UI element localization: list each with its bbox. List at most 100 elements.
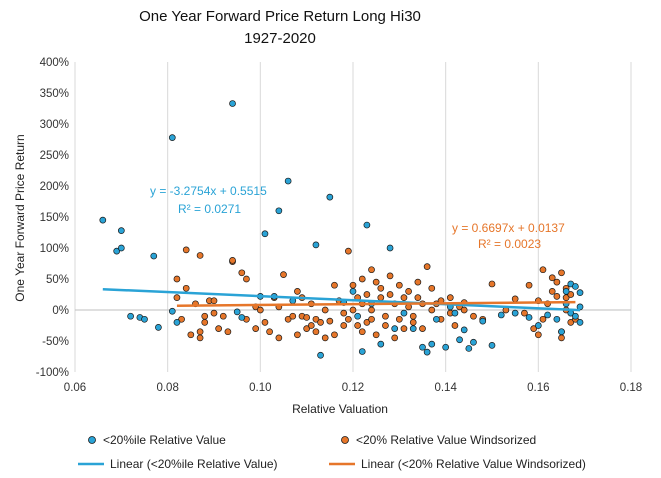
orange-point (363, 319, 371, 326)
orange-point (382, 322, 389, 329)
x-tick-label: 0.12 (342, 382, 364, 394)
orange-point (284, 315, 292, 323)
orange-point (280, 271, 287, 279)
orange-point (419, 325, 426, 332)
y-tick-label: 250% (40, 150, 69, 162)
blue-point (465, 345, 473, 352)
orange-point (368, 315, 375, 323)
orange-point (210, 309, 218, 317)
orange-point (321, 306, 329, 314)
legend: <20%ile Relative Value <20% Relative Val… (78, 433, 586, 471)
blue-point (400, 309, 408, 317)
orange-point (331, 331, 338, 339)
blue-point (168, 134, 176, 141)
legend-trend-orange: Linear (<20% Relative Value Windsorized) (361, 457, 586, 471)
orange-point (219, 312, 227, 320)
orange-point (294, 288, 301, 295)
chart-title: One Year Forward Price Return Long Hi30 (139, 8, 421, 25)
orange-point (196, 334, 204, 342)
orange-point (423, 263, 431, 270)
blue-r2: R² = 0.0271 (178, 202, 241, 216)
blue-point (460, 326, 468, 334)
orange-point (307, 322, 315, 329)
orange-point (294, 331, 301, 339)
orange-point (331, 281, 338, 289)
orange-point (386, 291, 394, 298)
y-tick-label: -50% (42, 336, 69, 348)
orange-point (326, 317, 334, 325)
blue-point (117, 244, 125, 252)
y-tick-label: 400% (40, 57, 69, 69)
blue-point (317, 351, 324, 359)
orange-point (470, 312, 477, 320)
trendlines (102, 287, 581, 312)
grid-lines (74, 62, 632, 372)
blue-point (261, 230, 269, 238)
blue-point (312, 241, 320, 249)
orange-point (525, 281, 533, 289)
orange-point (395, 315, 403, 323)
y-axis-label: One Year Forward Price Return (13, 134, 27, 301)
blue-point (238, 314, 246, 321)
orange-point (182, 284, 190, 292)
orange-point (539, 315, 547, 323)
orange-point (201, 319, 209, 326)
blue-point (511, 309, 519, 317)
blue-trendline (102, 287, 581, 312)
orange-point (349, 281, 357, 289)
orange-point (548, 274, 556, 282)
orange-point (173, 294, 181, 301)
orange-point (460, 306, 468, 314)
orange-point (521, 309, 528, 317)
orange-point (414, 278, 422, 286)
orange-point (553, 278, 561, 286)
y-tick-label: 300% (40, 119, 69, 131)
orange-point (377, 284, 385, 292)
blue-point (497, 311, 505, 319)
blue-point (534, 322, 542, 329)
y-tick-label: 50% (46, 274, 69, 286)
orange-point (358, 328, 366, 336)
orange-point (243, 275, 250, 283)
blue-point (155, 324, 162, 331)
orange-point (530, 325, 538, 332)
blue-point (117, 227, 125, 234)
blue-point (141, 315, 148, 323)
blue-point (326, 193, 334, 201)
orange-point (238, 269, 246, 277)
blue-point (572, 312, 579, 320)
orange-point (224, 328, 232, 336)
orange-point (266, 328, 273, 336)
orange-point (400, 325, 408, 332)
legend-trend-blue: Linear (<20%ile Relative Value) (110, 457, 278, 471)
blue-point (576, 289, 584, 296)
orange-point (312, 328, 320, 336)
blue-point (428, 340, 436, 348)
x-tick-label: 0.10 (249, 382, 271, 394)
x-axis-label: Relative Valuation (292, 402, 388, 416)
orange-point (372, 331, 380, 339)
orange-point (354, 322, 361, 329)
blue-point (470, 338, 477, 346)
blue-point (386, 244, 394, 252)
orange-point (173, 275, 181, 283)
orange-point (252, 325, 260, 332)
orange-point (553, 293, 561, 300)
orange-point (558, 269, 565, 277)
orange-point (451, 322, 459, 329)
blue-point (284, 177, 292, 185)
blue-point (349, 288, 357, 295)
orange-point (182, 246, 190, 254)
orange-point (312, 315, 320, 323)
orange-point (539, 266, 547, 274)
orange-point (229, 257, 236, 264)
blue-point (423, 348, 431, 356)
blue-point (525, 314, 533, 321)
orange-point (321, 334, 329, 342)
orange-point (368, 266, 375, 274)
orange-r2: R² = 0.0023 (478, 237, 541, 251)
orange-point (428, 284, 436, 292)
blue-point (391, 325, 399, 332)
blue-point (576, 319, 584, 326)
